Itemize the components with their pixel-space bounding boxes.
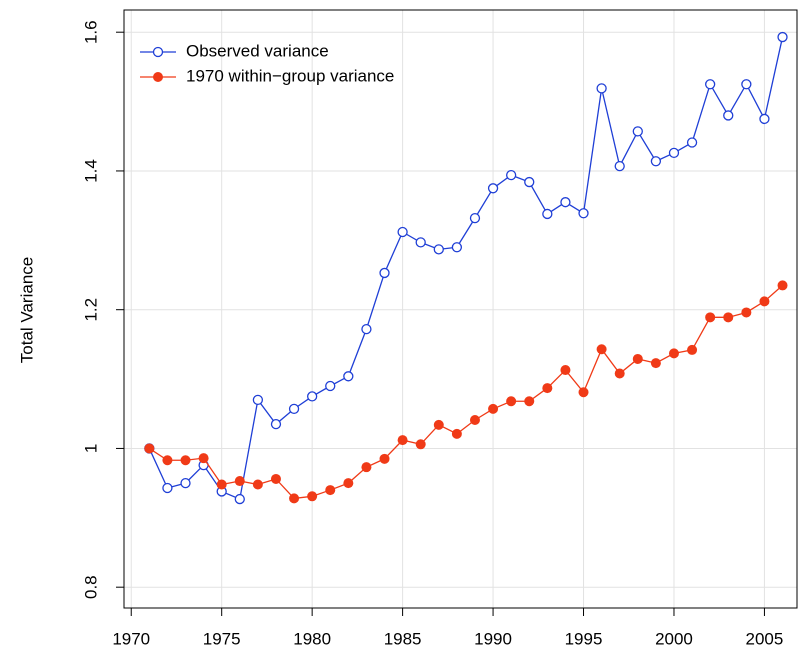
x-tick-label: 2000 — [655, 629, 693, 648]
data-point — [252, 479, 263, 490]
data-point — [578, 208, 589, 219]
data-point — [144, 443, 155, 454]
data-point — [361, 323, 372, 335]
plot-frame — [123, 9, 798, 609]
data-point — [668, 348, 679, 359]
data-point — [162, 482, 173, 494]
data-point — [180, 477, 191, 489]
data-point — [686, 137, 698, 148]
data-point — [379, 267, 390, 279]
data-point — [650, 156, 662, 167]
x-tick-label: 1985 — [384, 629, 422, 648]
data-point — [614, 160, 625, 172]
data-point — [270, 473, 281, 484]
data-point — [162, 455, 173, 466]
data-point — [198, 453, 209, 464]
legend-marker — [152, 46, 164, 58]
y-tick-label: 1 — [81, 444, 100, 453]
data-point — [307, 491, 318, 502]
data-point — [705, 312, 716, 323]
data-point — [542, 383, 553, 394]
data-point — [234, 493, 245, 505]
data-point — [524, 396, 535, 407]
data-point — [560, 365, 571, 376]
data-point — [741, 307, 752, 318]
data-point — [361, 462, 372, 473]
data-point — [343, 478, 354, 489]
data-point — [578, 387, 589, 398]
data-point — [723, 110, 734, 121]
legend-label: 1970 within−group variance — [186, 66, 394, 85]
x-tick-label: 1975 — [203, 629, 241, 648]
data-point — [632, 353, 643, 364]
data-point — [451, 428, 462, 439]
x-tick-label: 1995 — [565, 629, 603, 648]
data-point — [705, 79, 716, 90]
data-point — [560, 197, 571, 208]
data-point — [433, 419, 444, 430]
data-point — [487, 183, 499, 194]
y-tick-label: 0.8 — [81, 575, 100, 599]
x-tick-label: 1980 — [293, 629, 331, 648]
data-point — [415, 439, 426, 450]
data-point — [216, 479, 227, 490]
data-point — [270, 419, 282, 430]
data-point — [759, 113, 770, 125]
data-point — [687, 344, 698, 355]
data-point — [542, 208, 553, 220]
data-point — [379, 453, 390, 464]
data-point — [289, 493, 300, 504]
data-point — [668, 147, 680, 159]
data-point — [325, 380, 336, 392]
series-line — [148, 284, 783, 500]
data-point — [506, 396, 517, 407]
legend-label: Observed variance — [186, 41, 329, 60]
data-point — [397, 226, 408, 238]
series-line — [148, 36, 784, 500]
y-tick-label: 1.4 — [81, 159, 100, 183]
data-point — [415, 237, 426, 248]
data-point — [252, 394, 264, 406]
data-point — [524, 176, 535, 188]
data-point — [596, 344, 607, 355]
legend-marker — [153, 72, 163, 82]
data-point — [288, 403, 300, 415]
data-point — [307, 391, 318, 402]
data-point — [469, 212, 481, 224]
data-point — [650, 358, 661, 369]
data-point — [433, 244, 444, 255]
data-point — [469, 414, 480, 425]
x-tick-label: 1970 — [112, 629, 150, 648]
data-point — [343, 371, 354, 382]
data-point — [614, 368, 625, 379]
y-tick-label: 1.6 — [81, 20, 100, 44]
data-point — [777, 31, 788, 43]
data-point — [723, 312, 734, 323]
data-point — [596, 83, 607, 94]
data-point — [759, 296, 770, 307]
data-point — [632, 126, 643, 137]
data-point — [488, 403, 499, 414]
data-point — [777, 280, 788, 291]
x-tick-label: 2005 — [746, 629, 784, 648]
data-point — [234, 476, 245, 487]
y-tick-label: 1.2 — [81, 298, 100, 322]
data-point — [180, 455, 191, 466]
data-point — [506, 169, 517, 181]
y-axis-title: Total Variance — [17, 257, 36, 363]
x-tick-label: 1990 — [474, 629, 512, 648]
data-point — [741, 79, 752, 90]
data-point — [451, 242, 463, 253]
data-point — [397, 435, 408, 446]
data-point — [325, 485, 336, 496]
